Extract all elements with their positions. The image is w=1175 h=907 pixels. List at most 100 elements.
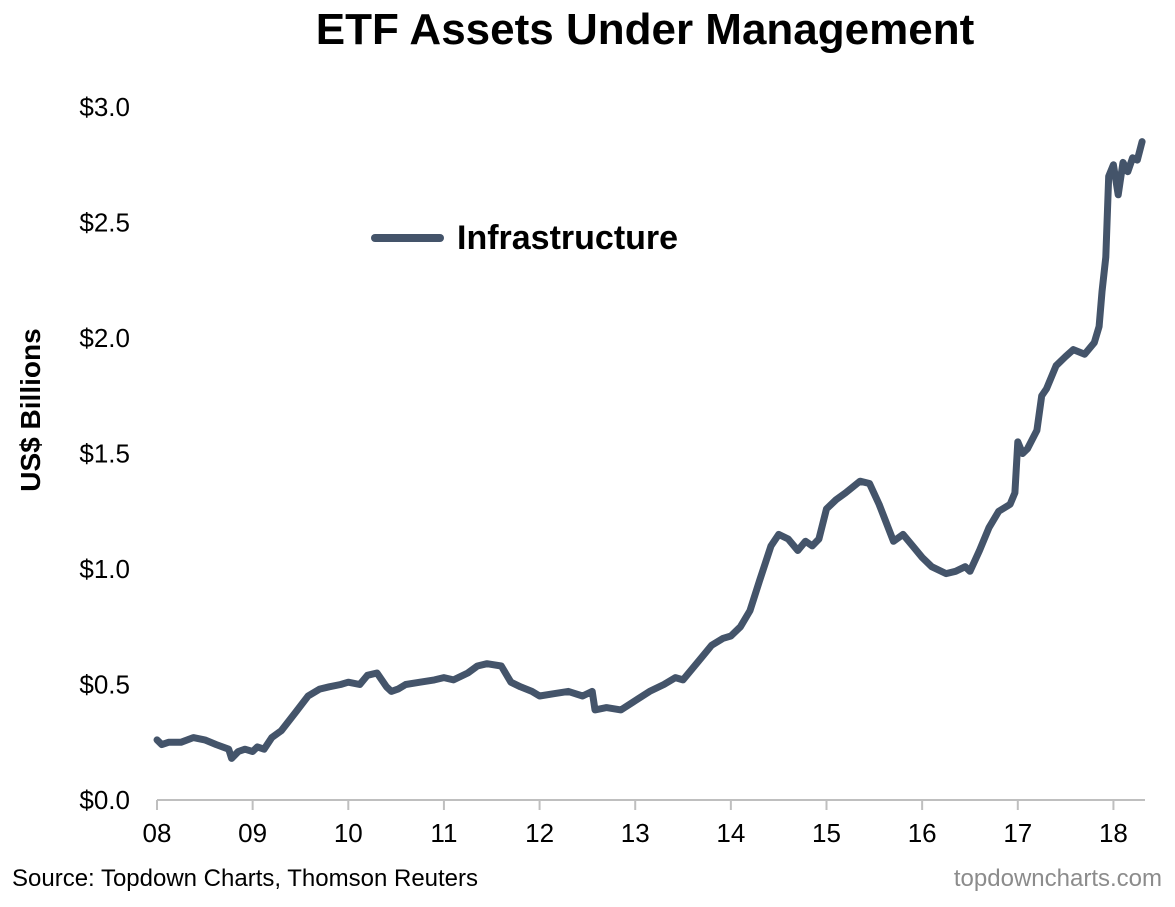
data-point xyxy=(816,536,822,542)
data-point xyxy=(1039,393,1045,399)
data-point xyxy=(498,663,504,669)
y-axis-label: US$ Billions xyxy=(15,328,46,491)
data-point xyxy=(785,536,791,542)
source-note: Source: Topdown Charts, Thomson Reuters xyxy=(12,865,478,892)
data-point xyxy=(261,746,267,752)
data-point xyxy=(1139,139,1145,145)
data-point xyxy=(768,543,774,549)
data-point xyxy=(795,548,801,553)
data-point xyxy=(900,531,906,537)
data-point xyxy=(776,531,782,537)
x-tick-label: 16 xyxy=(908,818,937,848)
data-point xyxy=(1125,169,1131,175)
y-tick-label: $1.0 xyxy=(79,554,130,584)
data-point xyxy=(910,543,916,549)
data-point xyxy=(1020,451,1026,456)
data-point xyxy=(1120,159,1126,165)
x-tick-label: 13 xyxy=(621,818,650,848)
chart-title: ETF Assets Under Management xyxy=(316,5,975,54)
x-tick-label: 09 xyxy=(238,818,267,848)
data-point xyxy=(159,742,165,748)
data-point xyxy=(213,742,219,748)
y-tick-label: $0.0 xyxy=(79,785,130,815)
data-point xyxy=(388,688,394,694)
data-point xyxy=(688,668,694,674)
data-point xyxy=(278,728,284,734)
data-point xyxy=(250,749,256,754)
data-point xyxy=(242,746,248,752)
legend: Infrastructure xyxy=(371,219,678,257)
series-group xyxy=(153,138,1146,762)
data-point xyxy=(680,677,686,683)
data-point xyxy=(305,693,311,699)
data-point xyxy=(843,490,849,496)
data-point xyxy=(451,677,456,683)
data-point xyxy=(661,682,667,687)
x-axis-ticks: 08 09 10 11 12 13 14 15 16 17 18 xyxy=(143,800,1128,848)
data-point xyxy=(977,548,982,553)
data-point xyxy=(1106,173,1112,179)
legend-label: Infrastructure xyxy=(457,219,678,257)
x-tick-label: 12 xyxy=(525,818,554,848)
data-point xyxy=(229,755,235,761)
data-point xyxy=(474,663,480,669)
data-point xyxy=(565,688,571,694)
data-point xyxy=(551,691,557,697)
x-tick-label: 10 xyxy=(334,818,363,848)
data-point xyxy=(757,578,763,583)
data-point xyxy=(1015,439,1021,445)
data-point xyxy=(269,735,275,741)
data-point xyxy=(1024,446,1030,452)
y-tick-label: $2.0 xyxy=(79,323,130,353)
data-point xyxy=(190,735,196,741)
data-point xyxy=(154,737,160,743)
x-tick-label: 17 xyxy=(1003,818,1032,848)
y-tick-label: $3.0 xyxy=(79,92,130,122)
data-point xyxy=(1007,501,1013,507)
data-point xyxy=(226,746,232,752)
data-point xyxy=(986,524,992,530)
data-point xyxy=(537,693,543,699)
data-point xyxy=(891,538,896,544)
data-point xyxy=(338,682,344,687)
data-point xyxy=(1130,155,1136,161)
data-point xyxy=(1103,254,1109,260)
data-point xyxy=(1099,289,1105,295)
data-point xyxy=(1053,363,1059,369)
data-point xyxy=(235,749,241,754)
y-tick-label: $2.5 xyxy=(79,208,130,238)
data-point xyxy=(709,642,715,648)
data-point xyxy=(672,675,678,681)
data-point xyxy=(202,737,208,743)
x-tick-label: 08 xyxy=(143,818,172,848)
data-point xyxy=(720,635,726,641)
data-point xyxy=(967,568,973,574)
data-point xyxy=(326,684,332,690)
data-point xyxy=(364,672,370,678)
data-point xyxy=(833,497,839,503)
x-tick-label: 18 xyxy=(1099,818,1128,848)
data-point xyxy=(374,670,380,676)
x-tick-label: 14 xyxy=(716,818,745,848)
data-point xyxy=(508,679,514,685)
data-point xyxy=(293,709,299,715)
data-point xyxy=(647,688,653,694)
data-point xyxy=(737,624,743,630)
data-point xyxy=(962,564,968,570)
data-point xyxy=(592,707,598,713)
data-point xyxy=(395,686,401,692)
data-point xyxy=(1070,347,1076,353)
watermark: topdowncharts.com xyxy=(954,865,1162,892)
x-tick-label: 15 xyxy=(812,818,841,848)
data-point xyxy=(919,555,925,560)
data-point xyxy=(1110,162,1116,168)
data-point xyxy=(417,679,423,685)
data-point xyxy=(728,633,734,639)
data-point xyxy=(384,684,389,690)
data-point xyxy=(1063,354,1069,359)
data-point xyxy=(747,608,753,614)
data-point xyxy=(580,693,586,699)
data-point xyxy=(953,568,959,574)
